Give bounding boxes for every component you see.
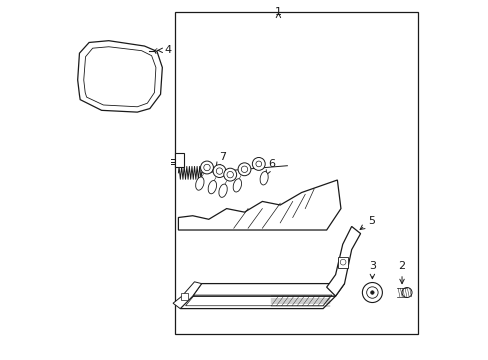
Polygon shape xyxy=(192,284,344,296)
Bar xyxy=(337,257,347,267)
Circle shape xyxy=(401,288,411,297)
Polygon shape xyxy=(180,296,335,309)
Circle shape xyxy=(255,161,261,167)
Circle shape xyxy=(241,166,247,172)
Ellipse shape xyxy=(233,179,241,192)
Text: 5: 5 xyxy=(359,216,374,229)
Circle shape xyxy=(238,163,250,176)
Polygon shape xyxy=(326,226,360,296)
Ellipse shape xyxy=(208,180,216,194)
Text: 2: 2 xyxy=(398,261,405,284)
Text: 1: 1 xyxy=(274,8,282,18)
Circle shape xyxy=(252,157,264,170)
Polygon shape xyxy=(78,41,162,112)
Text: 4: 4 xyxy=(158,45,171,55)
Text: 3: 3 xyxy=(368,261,375,279)
Polygon shape xyxy=(173,282,201,309)
Ellipse shape xyxy=(195,177,203,190)
Ellipse shape xyxy=(260,171,267,185)
Bar xyxy=(175,12,417,334)
Bar xyxy=(181,293,188,300)
Circle shape xyxy=(224,168,236,181)
Circle shape xyxy=(216,168,222,174)
Text: 7: 7 xyxy=(216,152,226,167)
Polygon shape xyxy=(178,180,340,230)
Polygon shape xyxy=(83,47,156,107)
Circle shape xyxy=(340,259,345,265)
Circle shape xyxy=(213,165,225,177)
Circle shape xyxy=(226,171,233,178)
Circle shape xyxy=(203,164,210,171)
Circle shape xyxy=(366,287,377,298)
Circle shape xyxy=(200,161,213,174)
Ellipse shape xyxy=(219,184,227,197)
Bar xyxy=(175,153,183,167)
Text: 6: 6 xyxy=(265,159,274,175)
Circle shape xyxy=(362,283,382,302)
Circle shape xyxy=(370,291,373,294)
